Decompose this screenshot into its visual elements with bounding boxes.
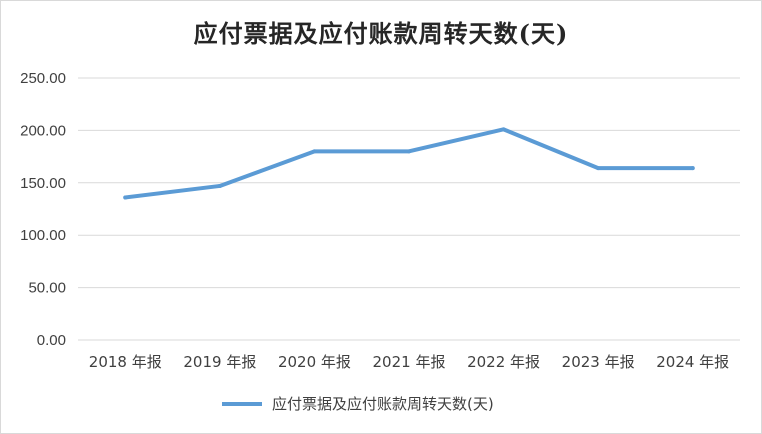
data-point <box>596 166 601 171</box>
y-tick-label: 50.00 <box>28 280 66 297</box>
series-line <box>123 127 695 200</box>
series-group <box>123 127 695 200</box>
x-axis-ticks: 2018 年报 2019 年报 2020 年报 2021 年报 2022 年报 2023 … <box>89 353 729 371</box>
legend-label: 应付票据及应付账款周转天数(天) <box>272 395 494 413</box>
y-tick-label: 200.00 <box>20 122 66 139</box>
x-tick-label: 2024 年报 <box>656 353 729 371</box>
data-point <box>312 149 317 154</box>
y-tick-label: 250.00 <box>20 70 66 87</box>
x-tick-label: 2019 年报 <box>183 353 256 371</box>
legend: 应付票据及应付账款周转天数(天) <box>222 395 494 413</box>
chart-title: 应付票据及应付账款周转天数(天) <box>193 19 569 48</box>
y-tick-label: 100.00 <box>20 227 66 244</box>
data-point <box>690 166 695 171</box>
gridlines <box>78 77 740 341</box>
data-point <box>501 127 506 132</box>
x-tick-label: 2022 年报 <box>467 353 540 371</box>
y-axis-ticks: 0.00 50.00 100.00 150.00 200.00 250.00 <box>20 70 66 349</box>
x-tick-label: 2020 年报 <box>278 353 351 371</box>
x-tick-label: 2018 年报 <box>89 353 162 371</box>
x-tick-label: 2021 年报 <box>373 353 446 371</box>
y-tick-label: 150.00 <box>20 175 66 192</box>
data-point <box>123 195 128 200</box>
y-tick-label: 0.00 <box>37 332 66 349</box>
data-point <box>407 149 411 154</box>
data-point <box>217 183 222 188</box>
x-tick-label: 2023 年报 <box>562 353 635 371</box>
